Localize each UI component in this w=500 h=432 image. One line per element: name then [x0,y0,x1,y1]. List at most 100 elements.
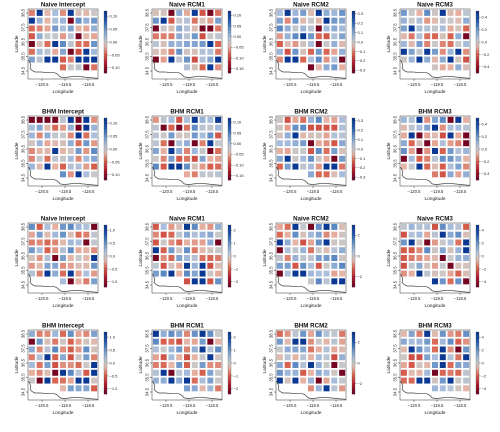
heat-cell [339,41,346,47]
colorbar-tick-label: 0.00 [234,34,243,39]
heat-cell [215,255,222,261]
heat-cell [315,377,322,384]
heat-cell [83,64,90,71]
colorbar-segment [476,38,479,41]
heat-cell [207,124,214,131]
heat-cell [28,223,35,230]
heat-cell [152,140,159,147]
heat-cell [215,48,222,55]
colorbar-segment [228,246,231,249]
heat-cell [432,385,438,392]
heat-cell [75,255,82,261]
colorbar-segment [352,118,355,120]
colorbar-segment [228,128,231,131]
heat-cell [168,362,175,368]
heat-cell [75,56,82,63]
heat-cell [75,330,82,337]
heat-cell [52,239,59,246]
colorbar-segment [476,14,479,16]
heat-cell [308,354,314,361]
heat-cell [60,278,66,285]
heat-cell [292,354,299,361]
y-tick-label: 36.5 [393,358,398,367]
heat-cell [191,17,198,24]
heat-cell [91,377,98,384]
colorbar-segment [352,156,355,159]
heat-cell [447,56,454,63]
colorbar-segment [476,176,479,179]
colorbar-segment [476,339,479,342]
colorbar-segment [352,124,355,127]
y-tick-label: 36.5 [145,144,150,153]
heat-cell [199,262,206,269]
heat-cell [75,163,82,170]
heat-cell [207,354,214,361]
colorbar-segment [228,26,231,29]
colorbar-segment [228,133,231,136]
colorbar-segment [352,361,355,364]
heat-cell [176,377,183,384]
heat-cell [339,255,346,261]
heat-cell [323,25,330,32]
colorbar-segment [104,147,107,150]
heat-cell [176,369,183,376]
colorbar-segment [476,370,479,373]
heat-cell [432,148,438,154]
colorbar-segment [228,380,231,382]
colorbar-segment [476,167,479,170]
heat-cell [28,9,35,16]
colorbar-segment [104,175,107,178]
heat-cell [67,377,74,384]
colorbar-segment [476,387,479,390]
heat-cell [300,255,307,261]
colorbar-segment [228,370,231,373]
heat-cell [455,64,462,71]
heat-cell [176,48,183,55]
heat-cell [207,17,214,24]
x-tick-label: −120.5 [284,296,298,301]
colorbar-tick-label: 2 [482,347,485,352]
colorbar-segment [352,349,355,351]
colorbar-segment [476,68,479,71]
heat-cell [44,223,51,230]
heat-cell [331,239,338,246]
colorbar-segment [104,142,107,145]
heat-cell [60,354,66,361]
heat-cell [168,25,175,32]
heat-cell [44,132,51,139]
heat-cell [52,124,59,131]
heat-cell [300,155,307,162]
heat-cell [463,330,470,337]
heat-cell [152,377,159,384]
colorbar-tick-label: 0.00 [234,141,243,146]
heat-cell [416,163,423,170]
heat-cell [52,41,59,47]
heat-cell [52,377,59,384]
colorbar-segment [476,361,479,364]
heat-cell [184,346,190,353]
heat-cell [284,255,291,261]
heat-cell [308,330,314,337]
colorbar-tick-label: 0.10 [110,121,119,126]
colorbar-segment [228,69,231,72]
heat-cell [176,346,183,353]
heat-cell [323,223,330,230]
heat-cell [416,231,423,238]
colorbar-segment [476,242,479,244]
colorbar-segment [228,238,231,241]
heat-cell [60,171,66,178]
colorbar-segment [104,256,107,258]
colorbar-segment [228,124,231,127]
colorbar-segment [352,372,355,375]
colorbar-segment [104,71,107,74]
colorbar-segment [476,62,479,64]
heat-cell [276,338,283,345]
colorbar-segment [228,225,231,227]
colorbar-segment [352,366,355,368]
heat-cell [160,270,167,277]
heat-cell [199,25,206,32]
heat-cell [52,338,59,345]
colorbar-segment [228,169,231,171]
colorbar-segment [104,335,107,337]
y-tick-label: 38.5 [269,222,274,231]
